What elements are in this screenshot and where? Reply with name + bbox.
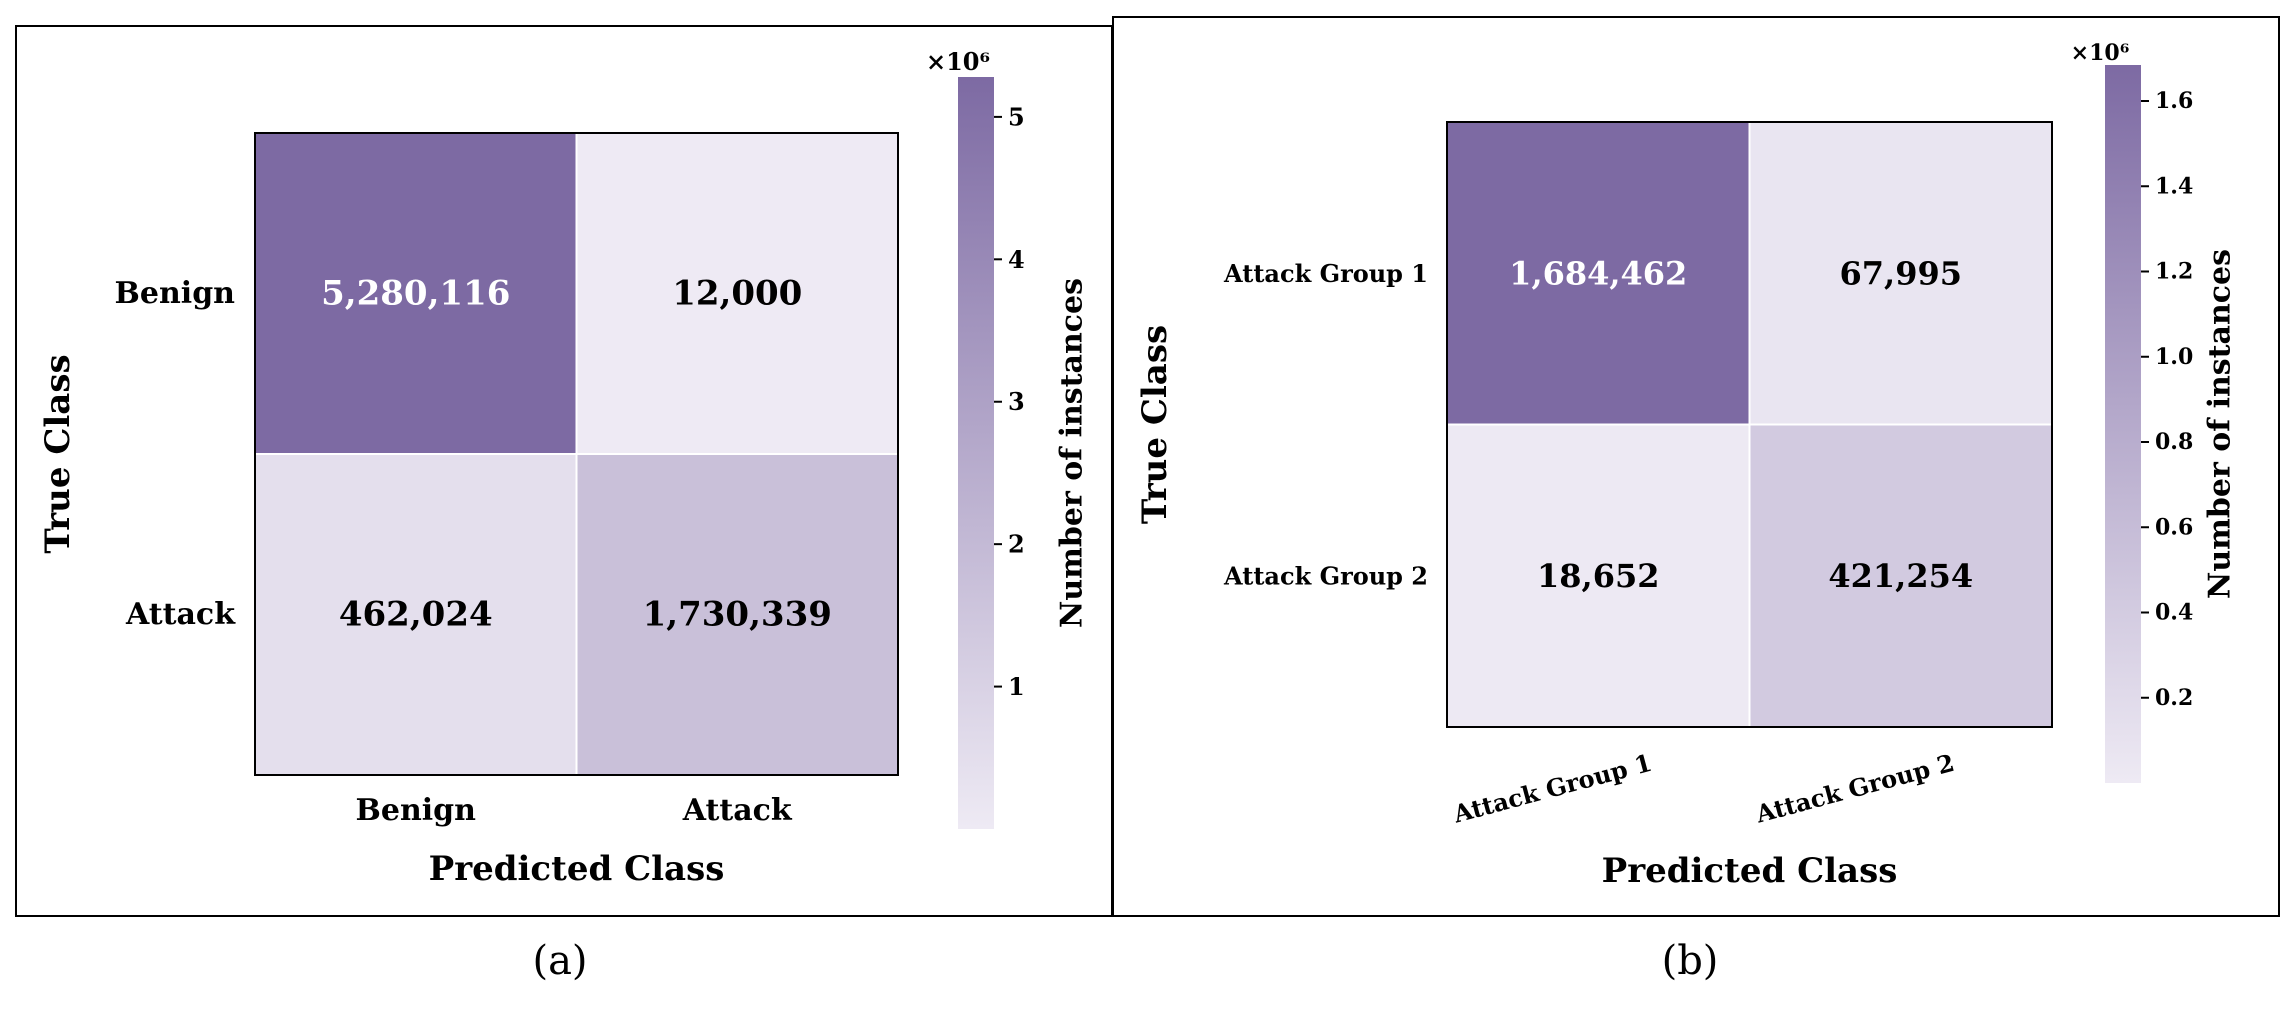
y-tick-label: Attack Group 1 [1223,259,1428,288]
caption-a: (a) [532,938,588,984]
heatmap-border [1446,121,2053,728]
panel-a: 5,280,116 12,000 462,024 1,730,339 Benign Att… [15,25,1113,917]
colorbar-label: Number of instances [1055,278,1090,628]
colorbar-tick-label: 4 [1008,245,1025,274]
colorbar-label: Number of instances [2203,249,2238,599]
cell-value-label: 12,000 [672,274,802,314]
caption-b: (b) [1661,938,1719,984]
cell-value-label: 421,254 [1828,557,1973,595]
heatmap-cell [1446,423,1751,728]
x-tick-label: Attack Group 1 [1449,748,1654,829]
x-axis-label: Predicted Class [1602,851,1898,891]
heatmap: 5,280,116 12,000 462,024 1,730,339 [254,132,899,776]
cell-value-label: 5,280,116 [321,274,510,314]
heatmap-cell [575,132,899,455]
heatmap-cell [1748,121,2053,426]
colorbar-tick-label: 1.6 [2155,88,2193,114]
cell-value-label: 1,684,462 [1509,254,1687,292]
y-tick-label: Attack [125,597,236,632]
colorbar-multiplier: ×10⁶ [926,47,990,76]
x-tick-label: Attack Group 2 [1752,748,1957,829]
x-tick-label: Attack [682,793,793,828]
colorbar-tick-label: 1 [1008,672,1025,701]
colorbar-multiplier: ×10⁶ [2071,40,2130,66]
colorbar-tick-label: 0.4 [2155,600,2193,626]
colorbar-tick-label: 1.4 [2155,173,2193,199]
heatmap-cell [575,453,899,776]
cell-value-label: 18,652 [1537,557,1659,595]
colorbar: 1 2 3 4 5 ×10⁶ Number of instances [926,47,1090,829]
heatmap: 1,684,462 67,995 18,652 421,254 [1446,121,2053,728]
cell-value-label: 462,024 [339,595,493,635]
panel-frame [1112,16,2280,917]
panel-b: 1,684,462 67,995 18,652 421,254 Attack Group… [1112,16,2280,917]
colorbar-gradient [958,77,994,829]
y-tick-label: Attack Group 2 [1223,561,1428,590]
cell-value-label: 1,730,339 [643,595,832,635]
colorbar-gradient [2105,65,2141,783]
x-tick-label: Benign [356,793,477,828]
cell-value-label: 67,995 [1840,254,1962,292]
colorbar-tick-label: 0.8 [2155,429,2193,455]
heatmap-border [254,132,899,776]
colorbar-tick-label: 1.2 [2155,259,2193,285]
heatmap-cell [254,453,578,776]
colorbar: 0.2 0.4 0.6 0.8 1.0 1.2 1.4 1.6 ×10⁶ Number of in… [2071,40,2238,783]
x-axis-label: Predicted Class [429,849,725,889]
colorbar-tick-label: 0.6 [2155,514,2193,540]
colorbar-tick-label: 0.2 [2155,685,2193,711]
colorbar-tick-label: 2 [1008,530,1025,559]
colorbar-tick-label: 1.0 [2155,344,2193,370]
colorbar-tick-label: 5 [1008,102,1025,131]
y-axis-label: True Class [38,354,78,553]
colorbar-tick-label: 3 [1008,387,1025,416]
y-axis-label: True Class [1135,325,1175,524]
heatmap-cell [1748,423,2053,728]
y-tick-label: Benign [115,276,236,311]
